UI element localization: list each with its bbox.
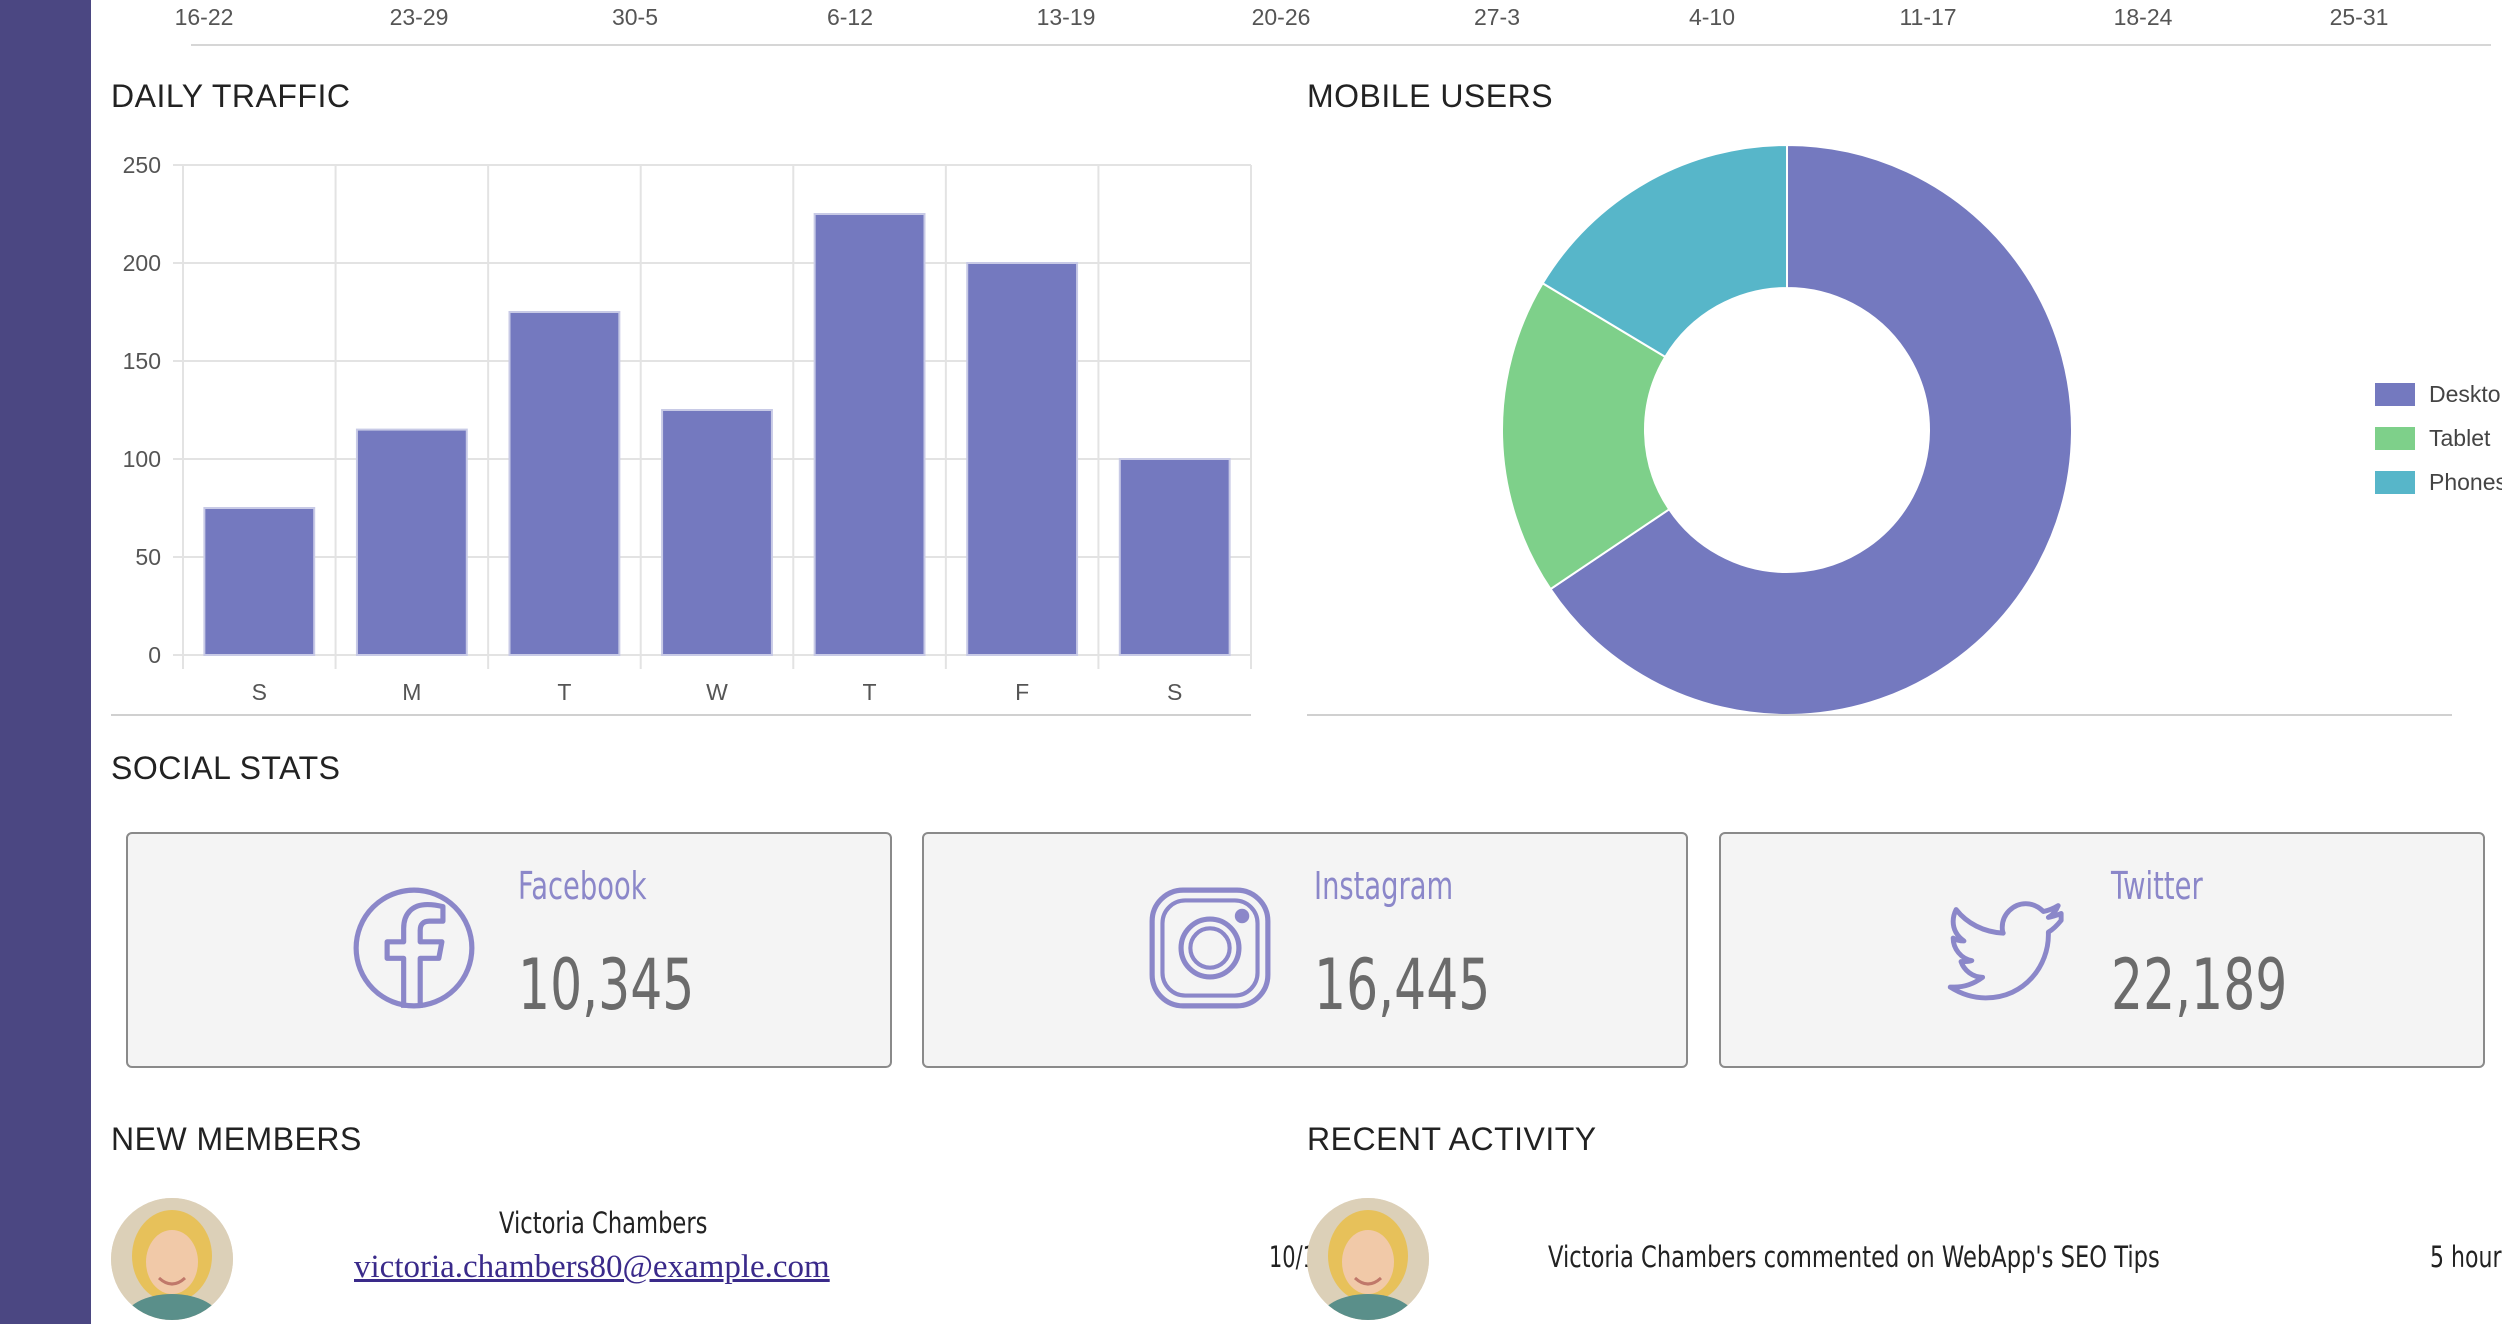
mobile-users-title: MOBILE USERS <box>1307 78 1554 114</box>
twitter-icon <box>1947 901 2064 1001</box>
mobile-users-legend: Desktop Tablet Phones <box>2375 372 2502 504</box>
member-name: Victoria Chambers <box>499 1206 708 1240</box>
x-tick-label: T <box>863 679 877 705</box>
donut-slice-desktop[interactable] <box>1549 143 2073 716</box>
weekly-axis: 16-22 23-29 30-5 6-12 13-19 20-26 27-3 4… <box>175 0 2491 46</box>
social-name: Facebook <box>518 864 647 908</box>
legend-item-tablet[interactable]: Tablet <box>2375 416 2502 460</box>
legend-item-desktop[interactable]: Desktop <box>2375 372 2502 416</box>
week-tick-label: 4-10 <box>1688 4 1736 30</box>
y-tick-label: 100 <box>123 446 161 472</box>
sidebar <box>0 0 91 1324</box>
bar[interactable] <box>1118 458 1231 656</box>
daily-traffic-title: DAILY TRAFFIC <box>111 78 351 114</box>
y-tick-label: 200 <box>123 250 161 276</box>
donut-slice-tablet[interactable] <box>1501 281 1671 591</box>
social-card-twitter: Twitter 22,189 <box>1719 832 2485 1068</box>
legend-label: Phones <box>2429 468 2502 495</box>
week-tick-label: 6-12 <box>826 4 874 30</box>
bar[interactable] <box>203 507 316 656</box>
week-tick-label: 20-26 <box>1251 4 1311 30</box>
bar[interactable] <box>813 213 926 656</box>
member-email-link[interactable]: victoria.chambers80@example.com <box>354 1249 830 1285</box>
social-stats-title: SOCIAL STATS <box>111 750 341 786</box>
bar[interactable] <box>355 428 468 656</box>
x-tick-label: S <box>1167 679 1182 705</box>
mobile-users-chart <box>1307 140 2502 720</box>
legend-swatch <box>2375 382 2415 406</box>
x-tick-label: M <box>402 679 421 705</box>
legend-label: Tablet <box>2429 424 2491 451</box>
bar[interactable] <box>966 262 1079 656</box>
mobile-users-svg <box>1307 143 2452 716</box>
activity-time: 5 hours ago <box>2430 1240 2502 1274</box>
x-tick-label: F <box>1015 679 1029 705</box>
social-count: 16,445 <box>1314 944 1491 1026</box>
activity-text: Victoria Chambers commented on WebApp's … <box>1548 1240 2160 1274</box>
social-card-instagram: Instagram 16,445 <box>922 832 1688 1068</box>
legend-label: Desktop <box>2429 380 2502 407</box>
bar[interactable] <box>508 311 621 656</box>
x-tick-label: W <box>706 679 728 705</box>
avatar <box>111 1198 233 1320</box>
week-tick-label: 27-3 <box>1473 4 1521 30</box>
legend-swatch <box>2375 470 2415 494</box>
y-tick-label: 0 <box>148 642 161 668</box>
donut-slice-phones[interactable] <box>1541 143 1788 359</box>
dashboard-main: 16-22 23-29 30-5 6-12 13-19 20-26 27-3 4… <box>91 0 2502 1324</box>
week-tick-label: 30-5 <box>611 4 659 30</box>
y-tick-label: 150 <box>123 348 161 374</box>
week-tick-label: 11-17 <box>1899 4 1957 30</box>
social-name: Twitter <box>2111 864 2203 908</box>
bar[interactable] <box>661 409 773 656</box>
social-name: Instagram <box>1314 864 1454 908</box>
x-tick-label: S <box>252 679 267 705</box>
social-count: 22,189 <box>2111 944 2288 1026</box>
week-tick-label: 13-19 <box>1036 4 1096 30</box>
week-tick-label: 23-29 <box>389 4 449 30</box>
week-tick-label: 25-31 <box>2329 4 2389 30</box>
recent-activity-title: RECENT ACTIVITY <box>1307 1121 1597 1157</box>
avatar <box>1307 1198 1429 1320</box>
x-tick-label: T <box>557 679 571 705</box>
social-card-facebook: Facebook 10,345 <box>126 832 892 1068</box>
y-tick-label: 250 <box>123 152 161 178</box>
daily-traffic-chart: 0 50 100 150 200 250 S M T W T F S <box>111 140 1253 720</box>
new-members-title: NEW MEMBERS <box>111 1121 362 1157</box>
daily-traffic-svg: 0 50 100 150 200 250 S M T W T F S <box>111 152 1252 716</box>
social-count: 10,345 <box>518 944 695 1026</box>
legend-swatch <box>2375 426 2415 450</box>
y-tick-label: 50 <box>135 544 161 570</box>
legend-item-phones[interactable]: Phones <box>2375 460 2502 504</box>
week-tick-label: 18-24 <box>2113 4 2173 30</box>
facebook-icon <box>353 887 475 1009</box>
instagram-icon <box>1149 887 1271 1009</box>
week-tick-label: 16-22 <box>174 4 234 30</box>
